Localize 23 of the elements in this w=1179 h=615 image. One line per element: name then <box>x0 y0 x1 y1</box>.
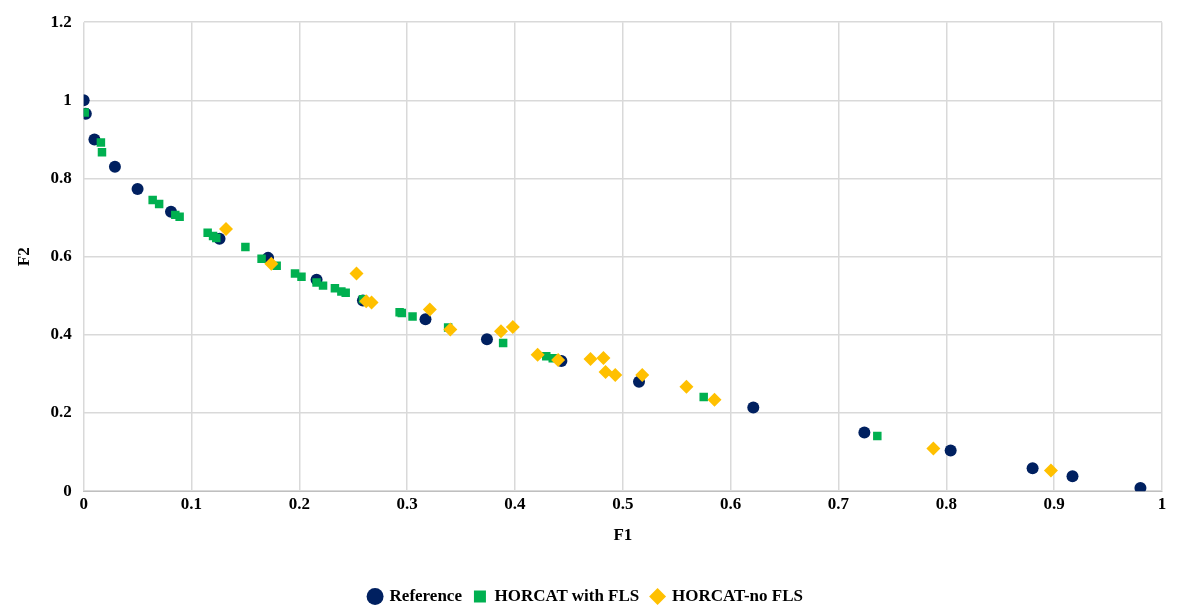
y-tick-label: 1.2 <box>50 11 72 31</box>
x-tick-label: 1 <box>1157 493 1167 513</box>
legend-label: HORCAT with FLS <box>494 585 640 605</box>
y-tick-label: 1 <box>63 89 72 109</box>
x-tick-label: 0.8 <box>935 493 957 513</box>
x-tick-label: 0.4 <box>504 493 527 513</box>
legend-label: HORCAT-no FLS <box>672 585 803 605</box>
legend-label: Reference <box>389 585 463 605</box>
y-axis-title: F2 <box>13 247 33 267</box>
y-tick-label: 0 <box>63 480 72 500</box>
x-tick-label: 0.3 <box>396 493 418 513</box>
x-tick-label: 0.7 <box>827 493 850 513</box>
x-tick-label: 0.6 <box>720 493 742 513</box>
x-axis-title: F1 <box>613 525 633 545</box>
y-tick-label: 0.8 <box>50 167 72 187</box>
x-tick-label: 0.2 <box>288 493 310 513</box>
y-tick-label: 0.2 <box>50 402 72 422</box>
y-tick-label: 0.6 <box>50 246 72 266</box>
x-tick-label: 0 <box>79 493 88 513</box>
x-tick-label: 0.9 <box>1043 493 1065 513</box>
y-tick-label: 0.4 <box>50 324 73 344</box>
x-tick-label: 0.5 <box>612 493 634 513</box>
x-tick-label: 0.1 <box>180 493 203 513</box>
